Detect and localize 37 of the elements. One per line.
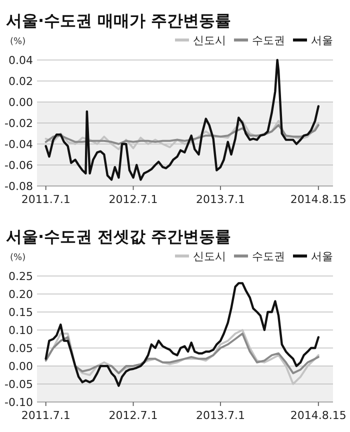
y-tick-label: 0.02	[8, 74, 33, 88]
y-tick-label: -0.05	[4, 378, 33, 391]
line-series	[44, 332, 320, 374]
line-series	[44, 282, 320, 387]
y-tick-label: -0.02	[4, 116, 33, 130]
y-axis-title: (%)	[10, 253, 26, 263]
x-tick-label: 2011.7.1	[21, 409, 70, 422]
legend-label: 수도권	[252, 34, 285, 47]
y-tick-label: -0.04	[4, 138, 33, 151]
chart-title: 서울·수도권 전셋값 주간변동률	[6, 227, 232, 246]
legend-label: 신도시	[193, 34, 226, 47]
y-tick-label: 0.04	[8, 54, 33, 67]
x-tick-label: 2013.7.1	[196, 409, 245, 422]
legend-label: 서울	[311, 250, 333, 263]
x-tick-label: 2011.7.1	[21, 193, 70, 206]
y-tick-label: 0.00	[8, 96, 33, 109]
y-tick-label: 0.25	[8, 270, 33, 283]
y-tick-label: 0.15	[8, 306, 33, 319]
legend-label: 서울	[311, 34, 333, 47]
y-tick-label: 0.20	[8, 288, 33, 301]
y-tick-label: 0.10	[8, 324, 33, 337]
x-tick-label: 2014.8.15	[290, 193, 346, 206]
line-series	[44, 124, 320, 145]
x-tick-label: 2013.7.1	[196, 193, 245, 206]
x-tick-label: 2014.8.15	[290, 409, 346, 422]
x-tick-label: 2012.7.1	[108, 409, 158, 422]
y-tick-label: -0.06	[4, 158, 33, 172]
line-series	[44, 58, 320, 181]
chart-title: 서울·수도권 매매가 주간변동률	[6, 11, 232, 30]
y-tick-label: -0.08	[4, 180, 33, 193]
y-tick-label: 0.00	[8, 360, 33, 373]
legend-label: 수도권	[252, 250, 285, 263]
y-tick-label: 0.05	[8, 342, 33, 355]
x-tick-label: 2012.7.1	[108, 193, 158, 206]
y-tick-label: -0.10	[4, 396, 33, 409]
y-axis-title: (%)	[10, 37, 26, 47]
legend-label: 신도시	[193, 250, 226, 263]
